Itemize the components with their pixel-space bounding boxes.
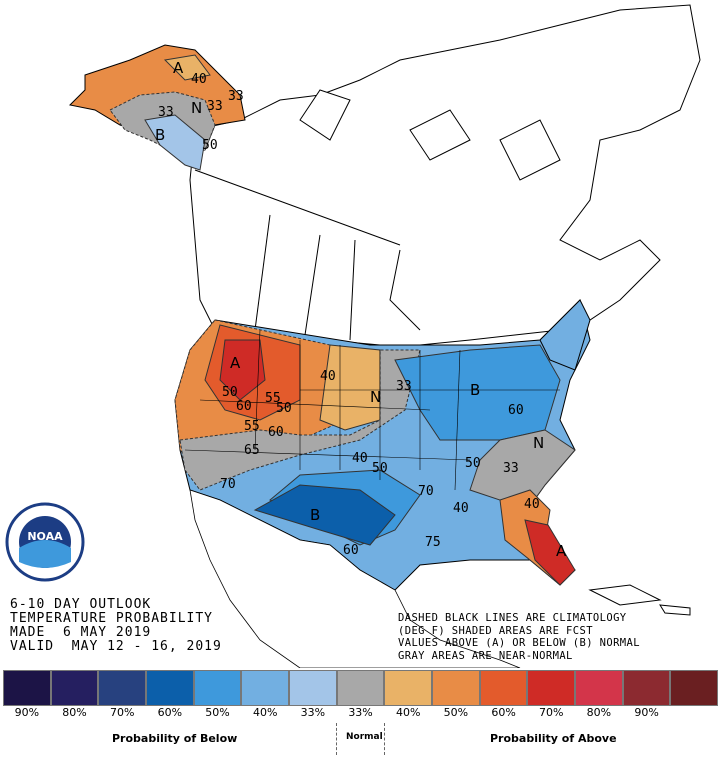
- w-clim-70: 70: [220, 477, 236, 492]
- w-clim-65: 65: [244, 443, 260, 458]
- legend-swatch: [479, 670, 528, 706]
- legend-swatch: [3, 670, 51, 706]
- legend-swatch-label: 50%: [443, 706, 469, 719]
- province-borders: [194, 169, 421, 341]
- title-line-2: TEMPERATURE PROBABILITY: [10, 611, 214, 626]
- note-line-4: GRAY AREAS ARE NEAR-NORMAL: [398, 649, 573, 662]
- e-contour-33: 33: [503, 461, 519, 476]
- outlook-title-block: 6-10 DAY OUTLOOK TEMPERATURE PROBABILITY M…: [10, 598, 222, 654]
- note-line-2: (DEG F) SHADED AREAS ARE FCST: [398, 624, 593, 637]
- conus-region: [174, 299, 591, 591]
- midwest-below-label: B: [470, 381, 480, 399]
- normal-divider-left: [336, 723, 337, 755]
- w-contour-60: 60: [236, 399, 252, 414]
- p-contour-33: 33: [396, 379, 412, 394]
- alaska-above-label: A: [173, 59, 184, 77]
- normal-divider-right: [384, 723, 385, 755]
- alaska-below-label: B: [155, 126, 165, 144]
- legend-swatch-label: 90%: [14, 706, 40, 719]
- legend-swatch: [336, 670, 385, 706]
- legend-swatch: [193, 670, 242, 706]
- s-contour-50: 50: [372, 461, 388, 476]
- noaa-logo-text: NOAA: [27, 530, 63, 543]
- s-contour-40: 40: [352, 451, 368, 466]
- alaska-normal-label: N: [191, 99, 202, 117]
- ak-contour-40: 40: [191, 72, 207, 87]
- canada-landmass: [189, 4, 701, 346]
- probability-legend-labels: 90% 80% 70% 60% 50% 40% 33% 33% 40% 50% 60% 70% 80% 9…: [3, 705, 718, 721]
- legend-swatch: [241, 670, 290, 706]
- legend-swatch-label: 60%: [491, 706, 516, 719]
- legend-swatch-label: 70%: [109, 706, 135, 719]
- legend-swatch: [670, 670, 719, 706]
- legend-swatch: [432, 670, 480, 706]
- legend-swatch-label: 40%: [252, 706, 278, 719]
- legend-swatch: [146, 670, 194, 706]
- legend-swatch-label: 90%: [634, 706, 659, 719]
- w-clim-60: 60: [268, 425, 284, 440]
- alaska-region: [68, 44, 246, 171]
- ak-contour-50: 50: [202, 138, 218, 153]
- legend-swatch-label: 33%: [300, 706, 326, 719]
- legend-swatch: [384, 670, 433, 706]
- legend-above-title: Probability of Above: [490, 732, 617, 745]
- map-notes: DASHED BLACK LINES ARE CLIMATOLOGY (DEG …: [398, 612, 714, 662]
- ak-contour-33: 33: [158, 105, 174, 120]
- w-contour-40: 40: [320, 369, 336, 384]
- caribbean-islands: [588, 584, 691, 616]
- southeast-above-label: A: [556, 542, 567, 560]
- w-clim-55: 55: [265, 391, 281, 406]
- legend-swatch: [575, 670, 623, 706]
- legend-swatch: [527, 670, 576, 706]
- note-line-1: DASHED BLACK LINES ARE CLIMATOLOGY: [398, 612, 627, 624]
- state-borders: [184, 329, 560, 491]
- ak-contour-33c: 33: [228, 89, 244, 104]
- se-contour-40: 40: [524, 497, 540, 512]
- plains-normal-label: N: [370, 388, 381, 406]
- w-clim-50: 50: [276, 401, 292, 416]
- e-clim-75: 75: [425, 535, 441, 550]
- legend-swatch-label: 40%: [395, 706, 421, 719]
- title-line-3: MADE 6 MAY 2019: [10, 625, 152, 640]
- south-below-label: B: [310, 506, 320, 524]
- legend-swatch-label: 80%: [62, 706, 87, 719]
- legend-swatch-label: 80%: [586, 706, 612, 719]
- title-line-4: VALID MAY 12 - 16, 2019: [10, 639, 222, 654]
- w-contour-50: 50: [222, 385, 238, 400]
- probability-legend-bar: [3, 670, 719, 706]
- legend-below-title: Probability of Below: [112, 732, 238, 745]
- w-clim-55b: 55: [244, 419, 260, 434]
- e-contour-50: 50: [465, 456, 481, 471]
- legend-swatch: [98, 670, 147, 706]
- mexico-outline: [189, 489, 521, 668]
- legend-swatch-label: 50%: [205, 706, 230, 719]
- legend-swatch-label: 60%: [157, 706, 183, 719]
- note-line-3: VALUES ABOVE (A) OR BELOW (B) NORMAL: [398, 637, 640, 649]
- temperature-outlook-map: A N B 33 40 50 33 33 A 50 40 60 55 50 5: [68, 4, 701, 668]
- legend-swatch: [289, 670, 337, 706]
- legend-swatch: [622, 670, 671, 706]
- legend-swatch: [50, 670, 99, 706]
- east-normal-label: N: [533, 434, 544, 452]
- mw-contour-60: 60: [508, 403, 524, 418]
- noaa-logo: NOAA: [5, 502, 85, 582]
- ak-contour-33b: 33: [207, 99, 223, 114]
- legend-swatch-label: [670, 705, 718, 721]
- s-contour-60: 60: [343, 543, 359, 558]
- legend-swatch-label: 33%: [348, 706, 373, 719]
- e-clim-70: 70: [418, 484, 434, 499]
- s-contour-40b: 40: [453, 501, 469, 516]
- west-above-label: A: [230, 354, 241, 372]
- title-line-1: 6-10 DAY OUTLOOK: [10, 597, 152, 612]
- legend-normal-title: Normal: [346, 732, 383, 742]
- legend-swatch-label: 70%: [539, 706, 564, 719]
